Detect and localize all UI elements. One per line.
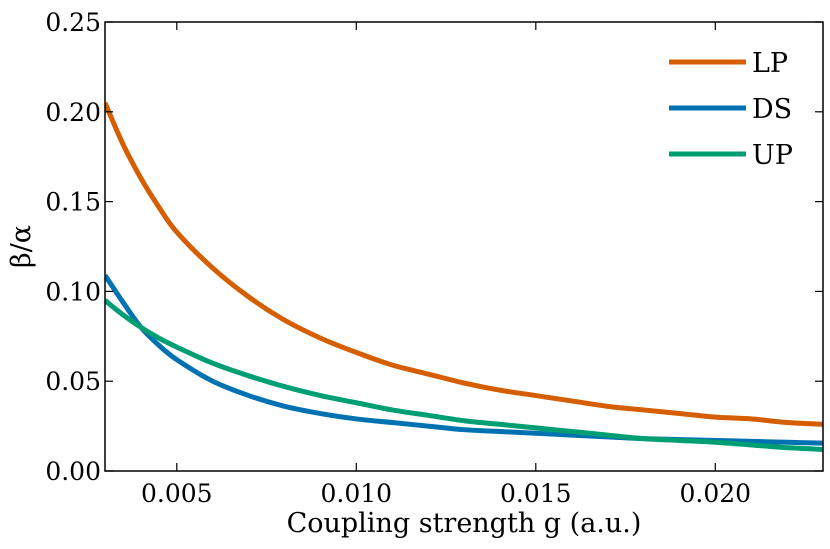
legend: LP DS UP	[669, 48, 793, 171]
y-axis-label: β/α	[6, 225, 37, 268]
y-tick-label: 0.20	[45, 98, 101, 127]
ticks-layer: 0.005 0.010 0.015 0.020 0.00 0.05 0.10 0.15 0.20…	[45, 8, 823, 508]
x-tick-label: 0.020	[680, 479, 752, 508]
y-tick-label: 0.00	[45, 457, 101, 486]
x-axis-label: Coupling strength g (a.u.)	[287, 508, 642, 539]
series-layer	[105, 101, 823, 452]
legend-label-lp: LP	[752, 48, 788, 79]
x-tick-label: 0.010	[321, 479, 393, 508]
y-tick-label: 0.05	[45, 367, 101, 396]
legend-label-ds: DS	[752, 94, 792, 125]
y-tick-label: 0.25	[45, 8, 101, 37]
series-line-lp	[105, 101, 823, 427]
y-tick-label: 0.15	[45, 188, 101, 217]
x-tick-label: 0.005	[141, 479, 213, 508]
x-tick-label: 0.015	[500, 479, 572, 508]
y-tick-label: 0.10	[45, 277, 101, 306]
series-line-up	[105, 298, 823, 452]
legend-label-up: UP	[752, 140, 793, 171]
plot-frame	[104, 21, 824, 472]
